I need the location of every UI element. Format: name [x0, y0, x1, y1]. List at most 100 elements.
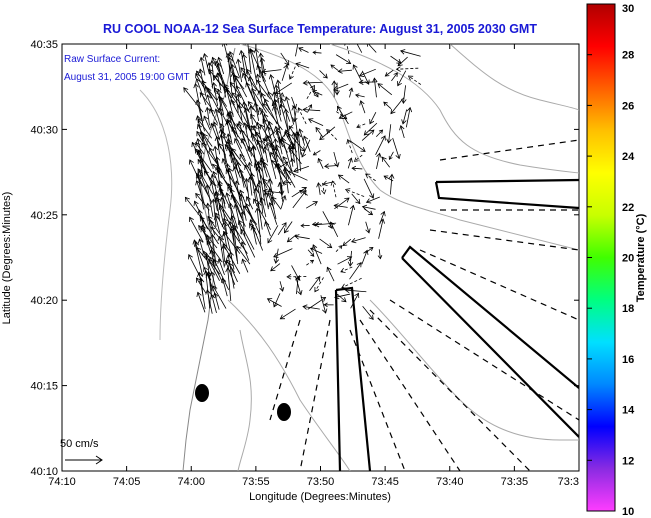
- current-vector: [334, 205, 348, 208]
- current-vector: [208, 62, 214, 89]
- current-vector-head: [247, 161, 253, 168]
- current-vector: [254, 102, 260, 122]
- current-vector-head: [366, 44, 369, 47]
- current-vector: [345, 189, 365, 197]
- current-vector-head: [196, 174, 202, 180]
- current-vector-head: [197, 158, 203, 165]
- current-vector-head: [321, 189, 327, 195]
- current-vector: [262, 138, 279, 151]
- x-tick-label: 73:40: [436, 476, 464, 488]
- current-vector: [230, 151, 235, 170]
- current-vector-head: [338, 245, 343, 250]
- current-vector-head: [283, 64, 289, 70]
- current-vector-head: [279, 97, 285, 103]
- current-vector-head: [245, 68, 251, 74]
- current-vector-head: [380, 135, 386, 141]
- depth-contour: [227, 299, 351, 471]
- current-vector-head: [326, 266, 332, 273]
- current-vector-head: [310, 252, 315, 257]
- current-vector-head: [322, 180, 328, 187]
- current-vector-head: [196, 149, 202, 155]
- current-vector: [221, 131, 228, 147]
- current-vector-head: [217, 182, 223, 188]
- current-vector-head: [393, 72, 398, 77]
- current-vector-head: [278, 136, 284, 143]
- current-vector-head: [268, 202, 274, 208]
- current-vector-head: [248, 105, 254, 111]
- current-vector-head: [258, 159, 265, 165]
- current-vector-head: [327, 243, 333, 249]
- current-vector: [203, 53, 210, 75]
- current-vector: [337, 256, 352, 265]
- current-vector: [197, 175, 204, 210]
- current-vector: [242, 259, 249, 273]
- current-vector-head: [311, 90, 317, 95]
- current-vector-head: [288, 146, 294, 153]
- current-vector: [292, 190, 307, 209]
- current-vector: [345, 289, 367, 293]
- current-vector: [243, 54, 249, 76]
- current-vector-head: [322, 73, 328, 79]
- current-vector-head: [245, 196, 251, 202]
- current-vector-head: [252, 124, 258, 131]
- current-vector-head: [381, 156, 387, 162]
- current-vector: [326, 129, 338, 141]
- current-vector-head: [225, 162, 231, 169]
- current-vector-head: [268, 74, 275, 80]
- current-vector-head: [206, 87, 212, 93]
- current-vector-head: [274, 163, 280, 169]
- current-vector-head: [406, 106, 413, 113]
- current-vector: [397, 70, 407, 86]
- current-vector: [246, 196, 254, 210]
- current-vector-head: [224, 143, 230, 150]
- current-vector-head: [215, 197, 221, 203]
- current-vector: [258, 90, 264, 106]
- current-vector-head: [340, 267, 346, 273]
- current-vector-head: [358, 79, 364, 86]
- current-vector: [291, 136, 305, 152]
- current-vector: [335, 245, 343, 252]
- current-vector: [208, 259, 221, 275]
- current-vector: [339, 111, 353, 119]
- current-vector: [260, 124, 273, 145]
- current-vector: [209, 256, 224, 284]
- current-vector-head: [243, 205, 249, 211]
- current-vector-head: [209, 249, 215, 255]
- current-vector-head: [274, 143, 280, 150]
- current-vector-head: [199, 216, 205, 222]
- current-vector-head: [195, 172, 201, 179]
- buoy-marker: [195, 384, 209, 402]
- x-axis-label: Longitude (Degrees:Minutes): [249, 491, 391, 503]
- current-vector-head: [301, 189, 307, 196]
- current-vector-head: [397, 61, 403, 67]
- current-vector-head: [230, 148, 236, 155]
- current-vector-head: [264, 221, 270, 227]
- current-vector: [305, 201, 318, 209]
- current-vector: [375, 129, 383, 138]
- current-vector: [254, 162, 268, 189]
- current-vector: [309, 276, 321, 292]
- current-vector-head: [256, 164, 262, 171]
- annotation-line-2: August 31, 2005 19:00 GMT: [64, 72, 190, 83]
- current-vector-head: [208, 68, 214, 75]
- y-axis: 40:35 40:30 40:25 40:20 40:15 40:10: [30, 39, 579, 478]
- current-vector: [212, 285, 227, 309]
- current-vector-head: [195, 77, 201, 84]
- current-vector-head: [193, 241, 200, 247]
- current-vector-head: [214, 135, 221, 142]
- current-vector: [241, 138, 253, 164]
- current-vector: [194, 83, 204, 123]
- current-vector-head: [368, 314, 374, 320]
- current-vector-head: [281, 195, 287, 201]
- current-vector-head: [203, 115, 209, 121]
- current-vector: [226, 121, 233, 145]
- current-vector: [232, 225, 246, 246]
- current-vector-head: [250, 225, 256, 231]
- current-vector: [376, 153, 381, 169]
- current-vector: [253, 198, 271, 230]
- current-vector-head: [262, 103, 268, 109]
- current-vector-head: [267, 91, 273, 97]
- x-tick-label: 74:05: [113, 476, 141, 488]
- current-vector-head: [247, 101, 253, 107]
- current-vector-head: [197, 168, 203, 174]
